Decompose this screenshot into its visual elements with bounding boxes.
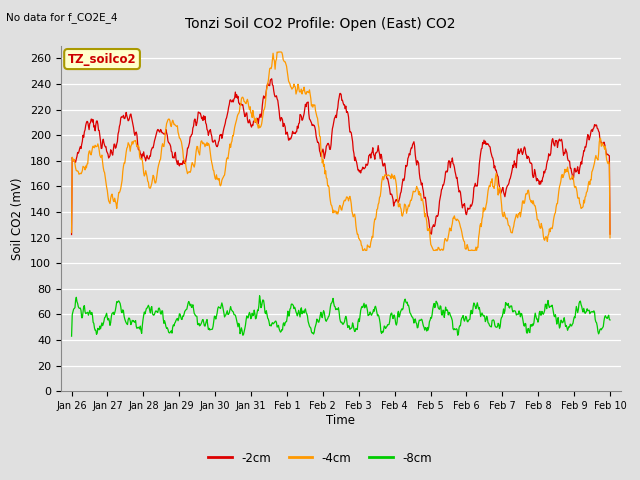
X-axis label: Time: Time — [326, 414, 355, 427]
-2cm — [532, 173, 540, 179]
-8cm — [381, 324, 388, 330]
-2cm — [381, 161, 388, 167]
Text: TZ_soilco2: TZ_soilco2 — [68, 52, 136, 66]
-2cm — [606, 231, 614, 237]
-2cm — [68, 232, 76, 238]
-4cm — [382, 172, 390, 178]
-8cm — [68, 333, 76, 339]
-2cm — [412, 152, 419, 158]
-2cm — [477, 150, 484, 156]
-8cm — [606, 317, 614, 323]
Legend: -2cm, -4cm, -8cm: -2cm, -4cm, -8cm — [204, 447, 436, 469]
-4cm — [532, 211, 540, 217]
Line: -4cm: -4cm — [72, 52, 610, 251]
-8cm — [412, 316, 419, 322]
-2cm — [100, 143, 108, 148]
Text: No data for f_CO2E_4: No data for f_CO2E_4 — [6, 12, 118, 23]
-8cm — [256, 293, 264, 299]
-2cm — [268, 76, 276, 82]
-4cm — [100, 170, 108, 176]
-8cm — [477, 314, 484, 320]
-2cm — [396, 197, 403, 203]
-4cm — [273, 49, 281, 55]
-4cm — [359, 248, 367, 253]
Line: -8cm: -8cm — [72, 296, 610, 336]
Text: Tonzi Soil CO2 Profile: Open (East) CO2: Tonzi Soil CO2 Profile: Open (East) CO2 — [185, 17, 455, 31]
-4cm — [477, 224, 485, 229]
-4cm — [412, 187, 420, 192]
-8cm — [532, 313, 540, 319]
-4cm — [396, 201, 404, 206]
-8cm — [396, 314, 403, 320]
Line: -2cm: -2cm — [72, 79, 610, 235]
-4cm — [68, 229, 76, 235]
Y-axis label: Soil CO2 (mV): Soil CO2 (mV) — [12, 177, 24, 260]
-8cm — [100, 315, 108, 321]
-4cm — [606, 235, 614, 240]
